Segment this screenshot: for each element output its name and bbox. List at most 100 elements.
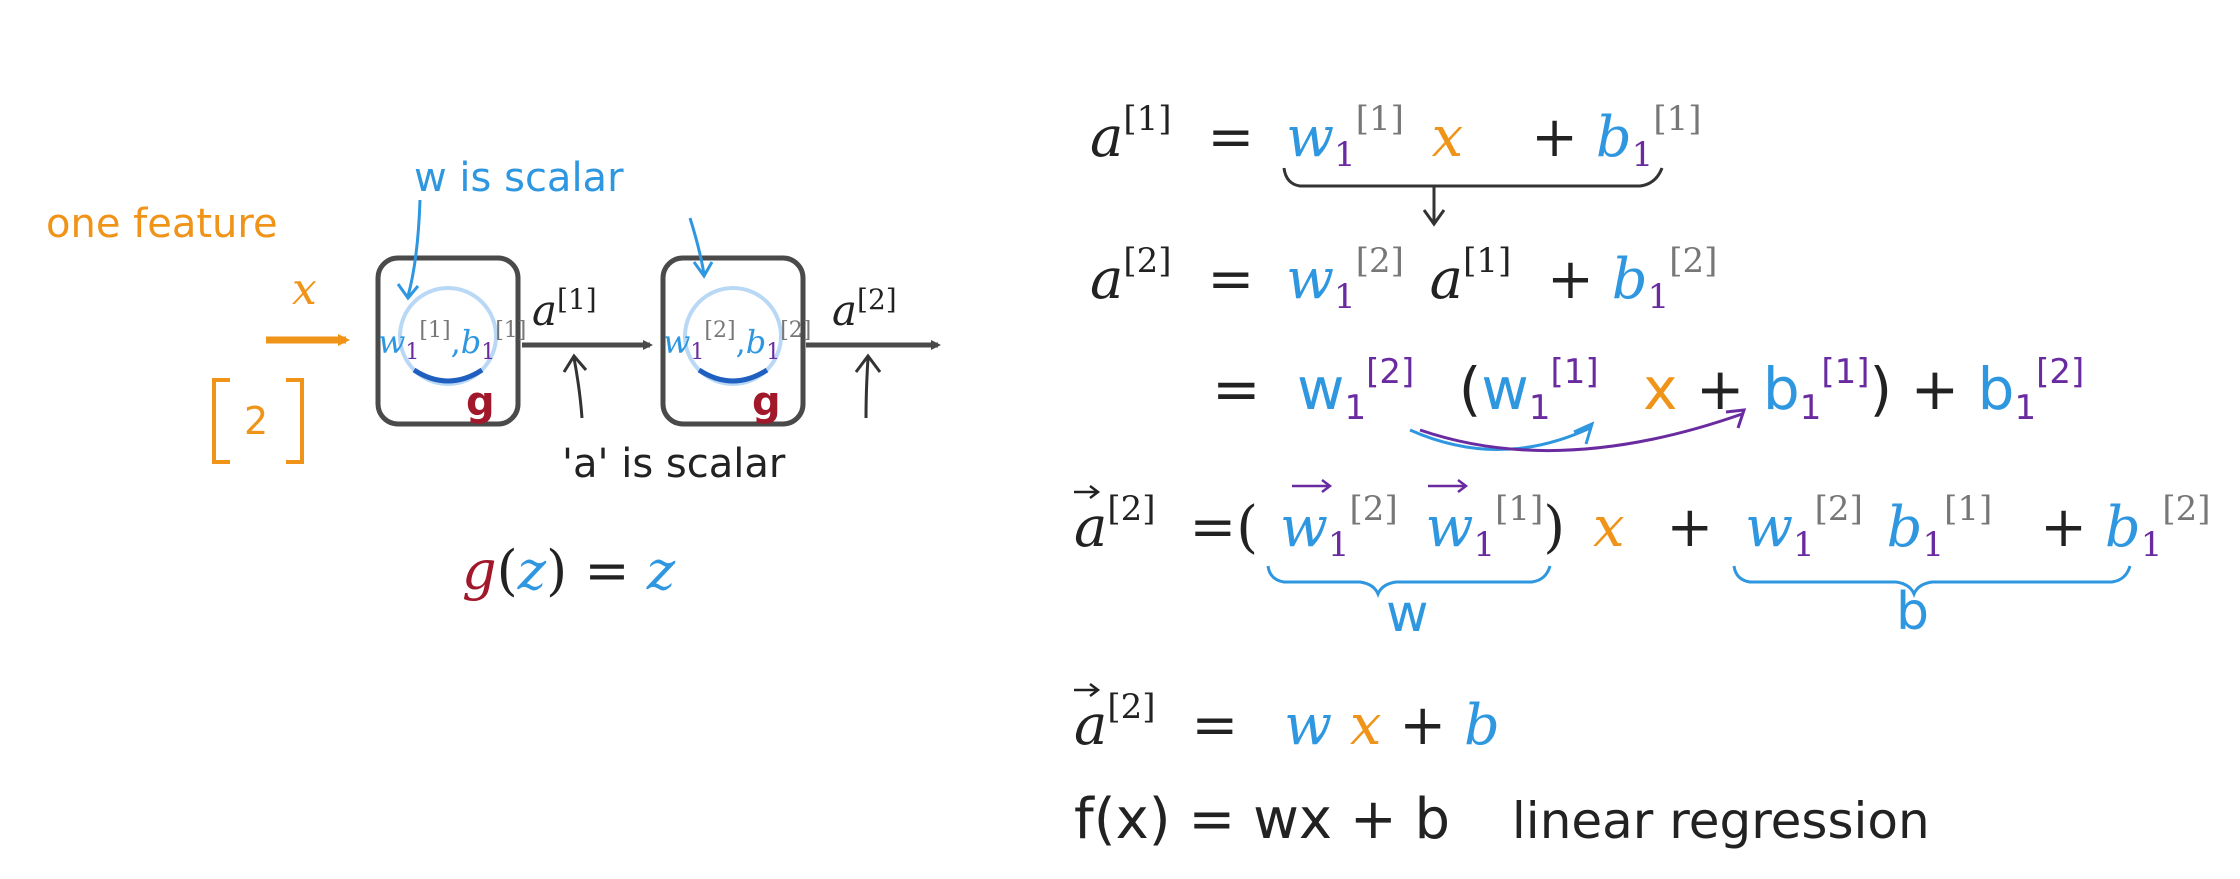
- input-bracket-left: [212, 378, 230, 464]
- eq3-w-in: w: [1481, 355, 1529, 423]
- eq4-x: x: [1592, 495, 1625, 560]
- eq4-w3-sub: 1: [1793, 525, 1815, 565]
- eq1-b-sub: 1: [1631, 135, 1654, 175]
- a-pointer-1-head: [562, 353, 588, 373]
- eq3-b-in-sup: [1]: [1821, 352, 1870, 392]
- unit1-w-sub: 1: [405, 340, 420, 365]
- unit2-w-sup: [2]: [704, 318, 736, 343]
- eq4-plus1: +: [1666, 495, 1714, 560]
- eq3-w: w: [1297, 355, 1345, 423]
- eq1-w-sup: [1]: [1355, 99, 1404, 139]
- w-is-scalar-label: w is scalar: [414, 155, 624, 201]
- eq4-brace-b: [1732, 565, 2132, 599]
- eq4-plus2: +: [2040, 495, 2088, 560]
- eq4-lhs-sup: [2]: [1107, 489, 1156, 529]
- eq3-b-sub: 1: [2014, 388, 2037, 428]
- eq4-vec-a: [1074, 485, 1101, 499]
- eq4-w1-sup: [2]: [1349, 489, 1398, 529]
- eq4-w3-sup: [2]: [1814, 489, 1863, 529]
- one-feature-label: one feature: [46, 201, 278, 247]
- eq4-w2-sup: [1]: [1495, 489, 1544, 529]
- eq3-x: x: [1643, 355, 1678, 423]
- eq4-brace-w-label: w: [1386, 584, 1429, 644]
- eq1-w-sub: 1: [1334, 135, 1356, 175]
- a1-sup: [1]: [557, 283, 597, 316]
- eq4-w1: w: [1279, 495, 1328, 560]
- eq3-b: b: [1977, 355, 2015, 423]
- eq1-lhs: a: [1090, 105, 1124, 170]
- w-pointer-1-head: [396, 283, 420, 301]
- unit2-activation: g: [752, 379, 781, 425]
- a1-base: a: [532, 286, 558, 335]
- unit1-activation: g: [466, 379, 495, 425]
- a-pointer-1: [572, 357, 584, 419]
- activation-function: g(z) = z: [462, 544, 675, 598]
- eq2-w: w: [1286, 247, 1335, 312]
- eq3-rp: ): [1869, 355, 1893, 423]
- unit2-b-sup: [2]: [780, 318, 812, 343]
- eq4-eq: =(: [1189, 495, 1259, 560]
- act-g: g: [462, 539, 497, 602]
- eq2-lhs: a: [1090, 247, 1124, 312]
- eq4-vec-w2: [1428, 479, 1469, 493]
- eq1-down-arrow-head: [1422, 209, 1446, 227]
- eq5-plus: +: [1399, 693, 1447, 758]
- eq4-brace-b-label: b: [1896, 582, 1930, 642]
- eq4-b1: b: [1886, 495, 1923, 560]
- act-z2: z: [646, 539, 676, 602]
- equation-1: a[1] = w1[1] x + b1[1]: [1090, 102, 1701, 172]
- a1-label: a[1]: [532, 286, 597, 332]
- eq6-formula: f(x) = wx + b: [1074, 787, 1451, 852]
- unit2-w-sub: 1: [690, 340, 705, 365]
- eq4-b1-sup: [1]: [1944, 489, 1993, 529]
- eq3-w-in-sub: 1: [1528, 388, 1551, 428]
- unit1-b: b: [460, 323, 482, 361]
- eq5-x: x: [1349, 693, 1382, 758]
- eq4-b2-sub: 1: [2140, 525, 2163, 565]
- unit2-arc: [697, 367, 769, 384]
- eq4-vec-w1: [1292, 479, 1333, 493]
- eq2-plus: +: [1547, 247, 1594, 312]
- eq3-blue-arrow-head: [1573, 421, 1595, 445]
- w-pointer-2: [688, 217, 706, 275]
- w-pointer-1: [406, 199, 422, 297]
- eq2-a-sup: [1]: [1463, 241, 1512, 281]
- eq5-eq: =: [1191, 693, 1239, 758]
- eq3-b-in: b: [1762, 355, 1800, 423]
- eq6-note: linear regression: [1511, 792, 1930, 850]
- a-pointer-2: [864, 357, 870, 419]
- eq2-a: a: [1429, 247, 1464, 312]
- eq1-x: x: [1431, 105, 1464, 170]
- unit1-w-sup: [1]: [419, 318, 451, 343]
- eq4-w3: w: [1745, 495, 1794, 560]
- eq1-b-sup: [1]: [1653, 99, 1702, 139]
- unit1-b-sub: 1: [481, 340, 496, 365]
- unit1-circle: [398, 286, 498, 386]
- eq2-b-sup: [2]: [1669, 241, 1718, 281]
- unit1-arc: [412, 367, 484, 384]
- eq4-lhs: a: [1074, 495, 1108, 560]
- eq3-purple-arrow: [1419, 412, 1743, 453]
- unit1-w: w: [378, 323, 406, 361]
- eq5-vec-a: [1074, 683, 1101, 697]
- unit1-b-sup: [1]: [495, 318, 527, 343]
- eq4-rp: ): [1543, 495, 1566, 560]
- eq2-w-sup: [2]: [1355, 241, 1404, 281]
- a2-label: a[2]: [832, 286, 897, 332]
- eq2-lhs-sup: [2]: [1123, 241, 1172, 281]
- eq2-b: b: [1611, 247, 1648, 312]
- eq5-b: b: [1464, 693, 1500, 758]
- eq4-w2-sub: 1: [1473, 525, 1496, 565]
- eq1-b: b: [1595, 105, 1632, 170]
- unit2-circle: [683, 286, 783, 386]
- unit1-box: [375, 255, 521, 427]
- equation-2: a[2] = w1[2] a[1] + b1[2]: [1090, 244, 1717, 314]
- unit2-params: w1[2],b1[2]: [663, 318, 812, 365]
- eq3-lp: (: [1458, 355, 1482, 423]
- eq4-b1-sub: 1: [1922, 525, 1945, 565]
- input-x-label: x: [292, 264, 317, 315]
- equation-3: = w1[2] (w1[1] x + b1[1]) + b1[2]: [1212, 355, 2084, 425]
- eq5-lhs-sup: [2]: [1107, 687, 1156, 727]
